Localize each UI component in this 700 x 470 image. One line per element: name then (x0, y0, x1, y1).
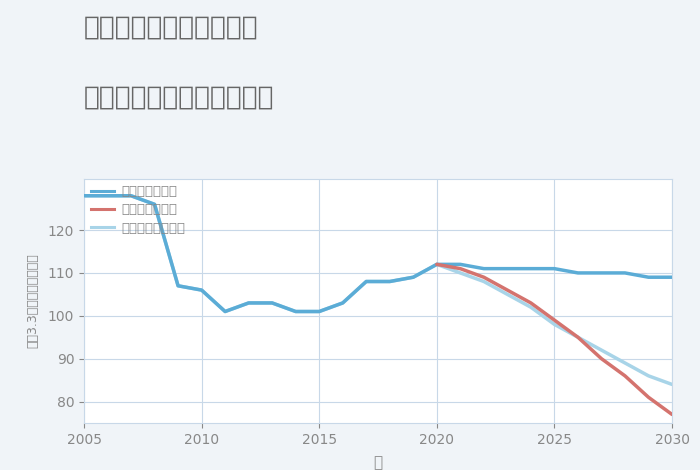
Legend: グッドシナリオ, バッドシナリオ, ノーマルシナリオ: グッドシナリオ, バッドシナリオ, ノーマルシナリオ (90, 185, 185, 235)
Text: 奈良県橿原市山之坊町の: 奈良県橿原市山之坊町の (84, 14, 258, 40)
X-axis label: 年: 年 (373, 455, 383, 470)
Text: 中古マンションの価格推移: 中古マンションの価格推移 (84, 85, 274, 110)
Y-axis label: 坪（3.3㎡）単価（万円）: 坪（3.3㎡）単価（万円） (27, 253, 39, 348)
